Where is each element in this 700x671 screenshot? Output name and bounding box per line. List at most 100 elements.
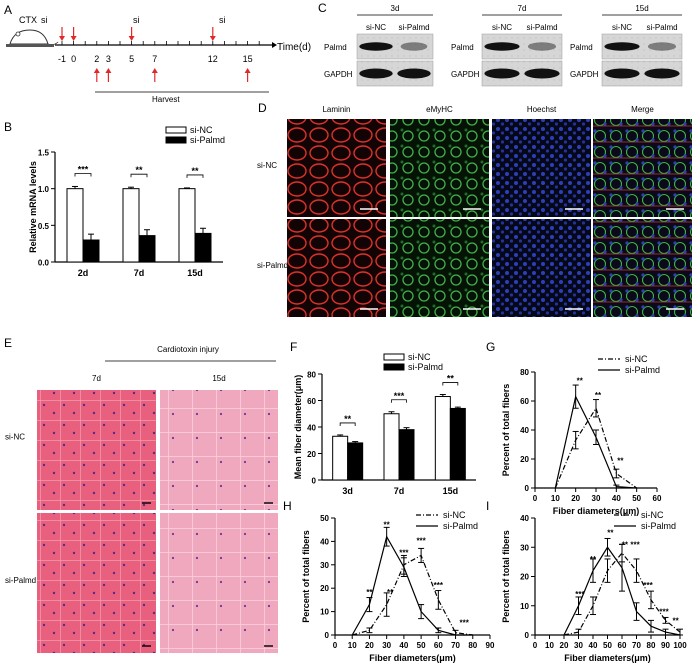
y-tick-label: 60: [520, 397, 529, 406]
y-axis-label: Percent of total fibers: [501, 384, 511, 477]
panel-h: H 0 10 20 30 40 50 0 10 20 30 40 50 60 70 80 90 Fiber di…: [283, 499, 495, 663]
y-axis-label: Mean fiber diameter(μm): [293, 375, 303, 480]
significance-stars: **: [673, 616, 680, 625]
significance-stars: **: [447, 374, 455, 384]
lane-label: si-NC: [612, 23, 632, 32]
column-label: Hoechst: [527, 105, 557, 114]
x-tick-label: 7d: [134, 268, 145, 278]
micrograph: [37, 513, 156, 653]
x-tick-label: 70: [451, 641, 460, 650]
micrograph: [492, 119, 591, 217]
x-tick-label: 70: [632, 641, 641, 650]
panel-letter: D: [258, 101, 267, 115]
si-label: si: [133, 15, 140, 25]
harvest-arrowhead: [244, 68, 251, 73]
y-axis-label: Percent of total fibers: [501, 530, 511, 623]
panel-letter: A: [4, 3, 12, 17]
x-tick-label: 2d: [78, 268, 89, 278]
legend-swatch: [383, 353, 405, 361]
significance-bracket: [130, 173, 148, 178]
y-tick-label: 20: [320, 584, 329, 593]
x-tick-label: 30: [574, 641, 583, 650]
ctx-label: CTX: [19, 15, 37, 25]
bar-chart: 0 20 40 60 80 Mean fiber diameter(μm) 3d ** 7d **…: [293, 352, 476, 496]
y-tick-label: 0.5: [38, 222, 50, 231]
significance-stars: **: [622, 540, 629, 549]
x-axis-label: Fiber diameters(μm): [553, 506, 640, 516]
x-tick-label: 20: [560, 641, 569, 650]
y-tick-label: 0: [525, 631, 530, 640]
x-tick-label: 10: [551, 494, 560, 503]
x-tick-label: 20: [571, 494, 580, 503]
y-tick-label: 20: [307, 450, 316, 459]
row-label: si-NC: [5, 433, 25, 442]
micrograph: [287, 119, 386, 217]
significance-stars: ***: [78, 164, 89, 174]
y-tick-label: 30: [320, 561, 329, 570]
significance-stars: **: [387, 588, 394, 597]
y-tick-label: 1.0: [38, 185, 50, 194]
blot-band: [359, 68, 393, 79]
he-stain-grid: 7d 15d si-NC si-Palmd: [5, 374, 278, 653]
panel-g: G 0 20 40 60 80 0 10 20 30 40 50 60 Fiber diameters(…: [486, 340, 662, 516]
panel-letter: B: [4, 120, 12, 134]
y-tick-label: 10: [520, 602, 529, 611]
x-tick-label: 30: [382, 641, 391, 650]
column-label: eMyHC: [426, 105, 453, 114]
harvest-arrowhead: [105, 68, 112, 73]
panel-c: C 3d si-NC si-Palmd Palmd GAPDH 7d si-NC si-Pal…: [318, 1, 683, 87]
significance-stars: **: [384, 520, 391, 529]
legend-label: si-Palmd: [408, 362, 443, 372]
blot-row-label: GAPDH: [451, 70, 480, 79]
significance-stars: **: [344, 414, 352, 424]
western-blots: 3d si-NC si-Palmd Palmd GAPDH 7d si-NC si-Palmd…: [324, 4, 683, 87]
harvest-arrowhead: [151, 68, 158, 73]
injection-arrowhead: [209, 36, 216, 41]
bar: [138, 235, 156, 263]
x-tick-label: 7d: [394, 486, 405, 496]
tick-label: 2: [94, 54, 99, 64]
panel-d: D Laminin eMyHC Hoechst Merge si-NC si-Palmd: [257, 101, 692, 317]
column-label: 7d: [92, 374, 101, 383]
panel-letter: C: [318, 1, 327, 15]
x-tick-label: 20: [365, 641, 374, 650]
x-tick-label: 10: [545, 641, 554, 650]
tick-label: -1: [58, 54, 66, 64]
harvest-arrowhead: [93, 68, 100, 73]
x-tick-label: 60: [618, 641, 627, 650]
x-tick-label: 100: [673, 641, 687, 650]
legend-label: si-Palmd: [641, 521, 676, 531]
significance-stars: **: [577, 377, 584, 386]
y-tick-label: 1.5: [38, 149, 50, 158]
x-axis-label: Fiber diameters(μm): [369, 653, 456, 663]
x-tick-label: 10: [348, 641, 357, 650]
timepoint-label: 15d: [635, 4, 648, 13]
injection-arrowhead: [59, 36, 65, 41]
blot-row-label: Palmd: [324, 43, 347, 52]
significance-stars: **: [191, 166, 199, 176]
he-title: Cardiotoxin injury: [157, 345, 219, 354]
x-tick-label: 50: [603, 641, 612, 650]
y-tick-label: 0: [525, 484, 530, 493]
panel-f: F 0 20 40 60 80 Mean fiber diameter(μm) 3d ** 7d…: [290, 340, 476, 496]
si-label: si: [41, 15, 48, 25]
series-line: [352, 554, 473, 636]
si-label: si: [219, 15, 226, 25]
y-tick-label: 20: [520, 573, 529, 582]
x-tick-label: 30: [592, 494, 601, 503]
y-tick-label: 0: [325, 631, 330, 640]
bar: [194, 232, 212, 263]
blot-band: [359, 42, 393, 51]
x-tick-label: 90: [661, 641, 670, 650]
tick-label: 12: [208, 54, 218, 64]
micrograph: [390, 219, 489, 317]
legend-label: si-Palmd: [190, 135, 225, 145]
bar: [383, 413, 400, 481]
significance-stars: **: [366, 588, 373, 597]
significance-stars: ***: [643, 581, 653, 590]
x-tick-label: 60: [653, 494, 662, 503]
panel-letter: H: [283, 499, 292, 513]
row-label: si-NC: [257, 161, 277, 170]
blot-row-label: Palmd: [570, 43, 593, 52]
